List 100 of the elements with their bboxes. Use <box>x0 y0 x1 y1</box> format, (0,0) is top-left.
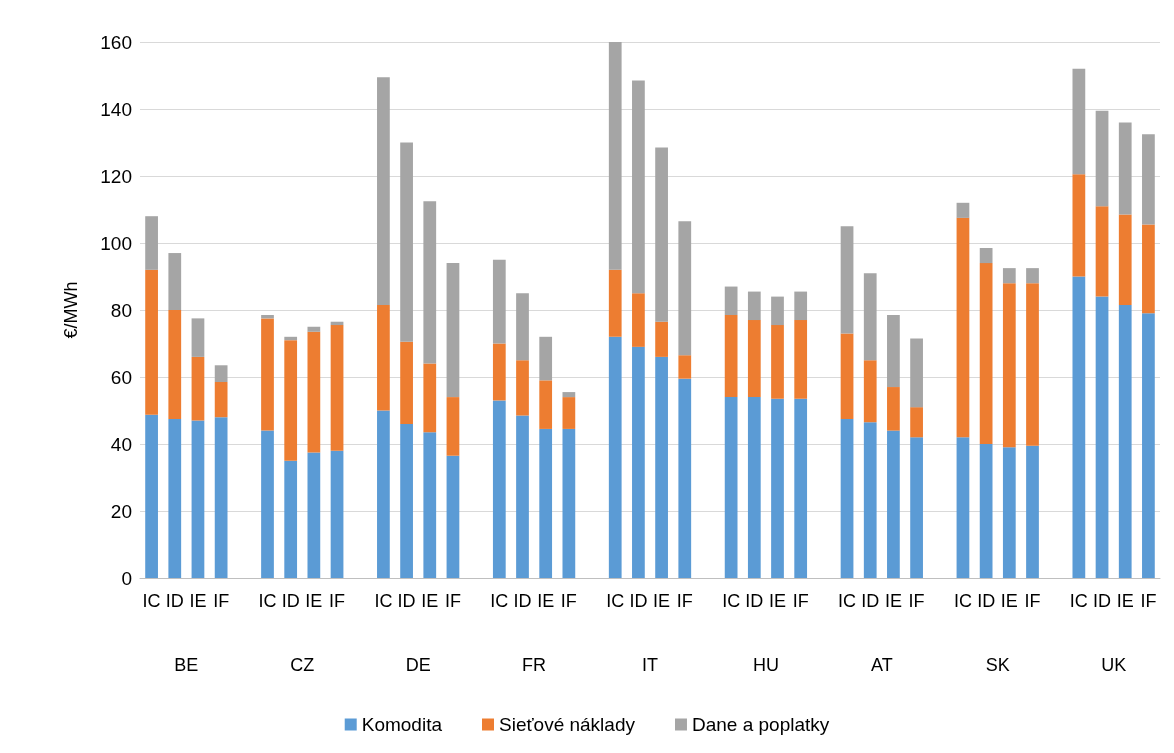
y-tick-label: 80 <box>110 299 132 321</box>
bar <box>516 293 529 361</box>
bar <box>284 336 298 341</box>
text: UK <box>1101 655 1127 675</box>
y-axis-title: €/MWh <box>61 281 81 339</box>
x-tick-label: IE <box>1000 591 1018 611</box>
x-tick-label: IF <box>213 591 230 611</box>
bar <box>423 201 437 364</box>
legend-label: Dane a poplatky <box>691 714 830 735</box>
bar <box>423 432 437 578</box>
bar <box>539 380 553 429</box>
x-tick-label: ID <box>861 591 880 611</box>
bar <box>1118 122 1132 215</box>
bar <box>979 263 993 444</box>
bar <box>1118 304 1132 578</box>
bar <box>1072 174 1086 277</box>
x-tick-label: ID <box>165 591 184 611</box>
bar <box>979 248 993 264</box>
bar <box>539 428 553 578</box>
x-tick-label: IF <box>329 591 346 611</box>
bar <box>191 420 205 578</box>
bar <box>446 263 460 398</box>
text: BE <box>174 655 199 675</box>
bar <box>1072 276 1086 578</box>
bar <box>747 291 761 321</box>
bar <box>771 325 784 399</box>
bar <box>400 423 413 578</box>
bar <box>307 452 321 578</box>
bar <box>840 418 854 578</box>
bar <box>910 437 923 578</box>
text: FR <box>522 655 547 675</box>
bar <box>655 321 668 357</box>
bar <box>747 397 761 578</box>
legend-label: Komodita <box>361 714 443 735</box>
bar <box>1002 268 1016 284</box>
bar <box>840 226 854 334</box>
bar <box>168 253 182 310</box>
bar <box>655 356 668 578</box>
x-tick-label: IF <box>792 591 809 611</box>
x-tick-label: IC <box>258 591 277 611</box>
x-tick-label: IC <box>142 591 161 611</box>
text: CZ <box>290 655 315 675</box>
bar <box>492 400 506 578</box>
bar <box>724 315 738 398</box>
bar <box>1142 313 1155 578</box>
bar <box>608 336 622 578</box>
x-tick-label: ID <box>397 591 416 611</box>
bar <box>956 437 970 578</box>
bar <box>863 422 877 578</box>
x-tick-label: ID <box>513 591 532 611</box>
x-tick-label: IE <box>1116 591 1134 611</box>
bar <box>794 320 808 399</box>
bar <box>516 360 529 416</box>
bar <box>261 315 274 319</box>
bar <box>284 340 298 461</box>
bar <box>979 444 993 578</box>
bar <box>794 291 808 321</box>
bar <box>632 293 645 347</box>
bar <box>1142 134 1155 225</box>
bar <box>678 355 692 379</box>
bar <box>1026 268 1039 284</box>
bar <box>771 398 784 578</box>
bar <box>1026 283 1039 446</box>
bar <box>910 338 923 408</box>
bar <box>562 397 576 429</box>
bar <box>678 221 692 356</box>
bar <box>1095 206 1109 297</box>
bar <box>1095 296 1109 578</box>
bar <box>307 326 321 332</box>
y-tick-label: 60 <box>110 366 132 388</box>
bar <box>261 318 274 431</box>
text: SK <box>985 655 1010 675</box>
bar <box>214 382 228 418</box>
bar <box>214 417 228 578</box>
bar <box>1118 214 1132 305</box>
bar <box>1095 110 1109 207</box>
bar <box>377 410 390 578</box>
y-tick-label: 20 <box>110 500 132 522</box>
bar <box>191 356 205 421</box>
bar <box>863 360 877 423</box>
x-tick-label: IE <box>884 591 902 611</box>
bar <box>655 147 668 322</box>
y-tick-label: 120 <box>100 165 132 187</box>
bar <box>724 286 738 316</box>
x-tick-label: IF <box>444 591 461 611</box>
y-tick-label: 140 <box>100 98 132 120</box>
bar <box>1026 445 1039 578</box>
bar <box>1142 224 1155 314</box>
bar <box>747 320 761 398</box>
bar <box>492 343 506 401</box>
x-tick-label: IF <box>1024 591 1041 611</box>
bar <box>446 455 460 578</box>
x-tick-label: ID <box>629 591 648 611</box>
x-tick-label: IC <box>953 591 972 611</box>
bar <box>887 387 900 431</box>
bar <box>956 202 970 218</box>
bar <box>910 407 923 438</box>
bar <box>330 450 344 578</box>
bar <box>678 378 692 578</box>
bar <box>446 397 460 456</box>
